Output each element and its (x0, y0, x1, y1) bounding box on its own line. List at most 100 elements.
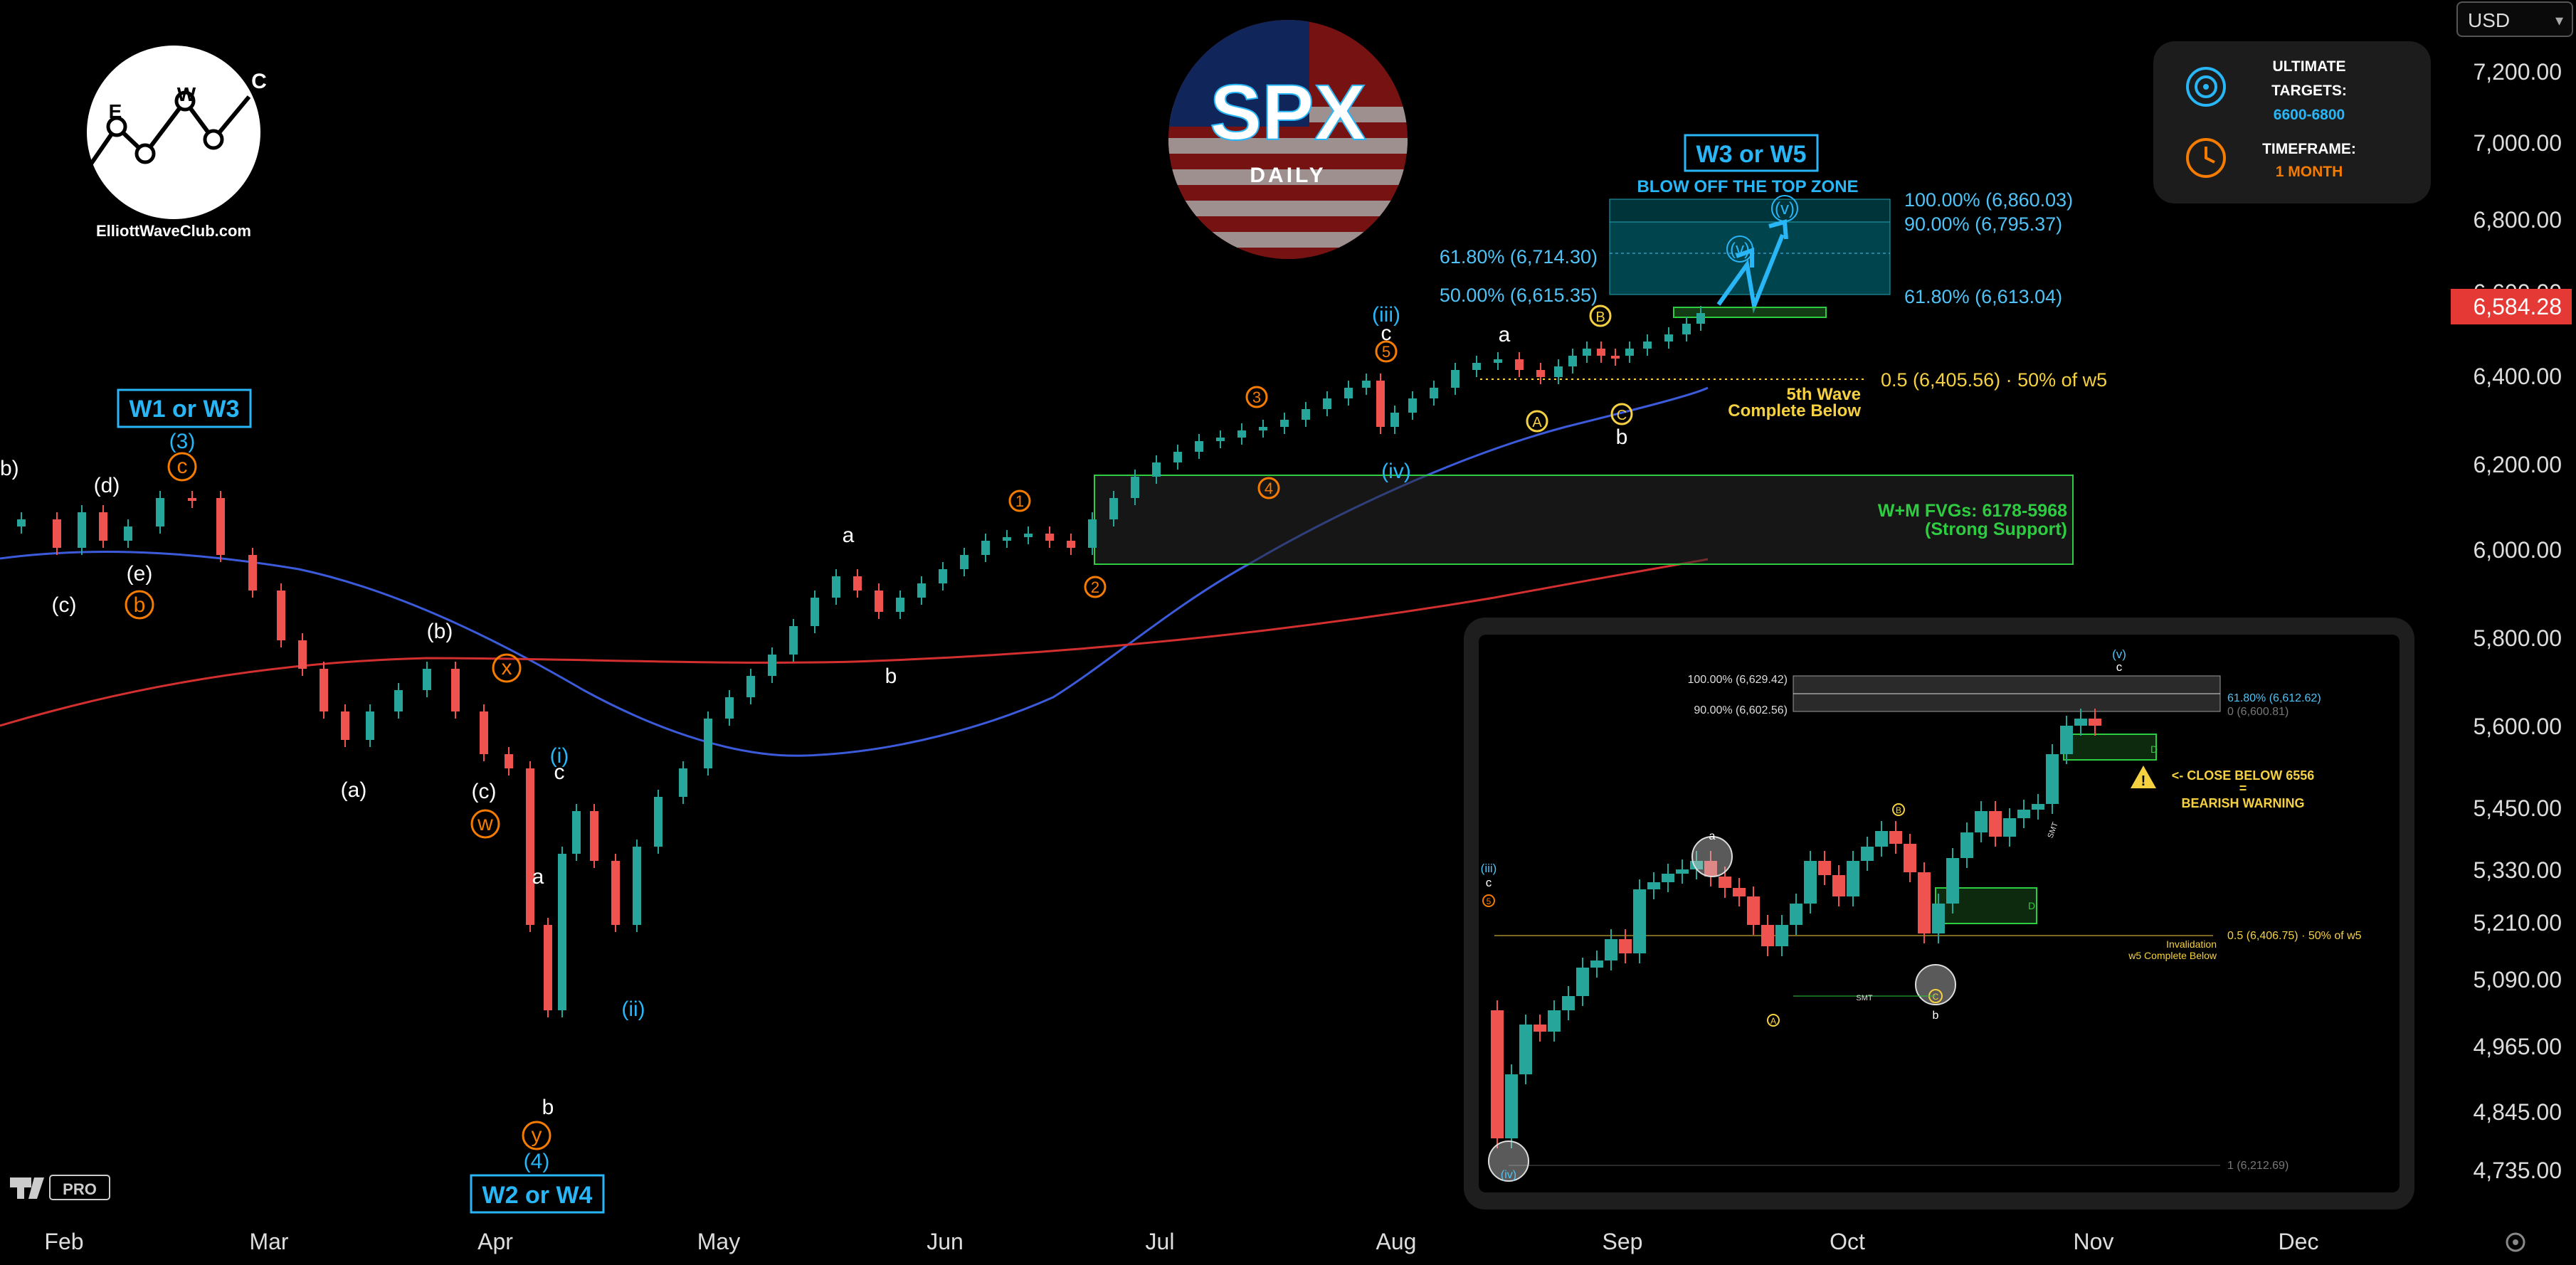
candle-body (981, 541, 990, 555)
candle-body (853, 576, 862, 591)
candle-body (654, 797, 663, 847)
inset-C: C (1933, 992, 1939, 1002)
inset-candle-body (1619, 939, 1632, 953)
fib-right-2: 90.00% (6,795.37) (1904, 213, 2062, 235)
price-tick: 5,600.00 (2473, 714, 2562, 739)
candle-body (394, 690, 403, 711)
inset-warning-1: <- CLOSE BELOW 6556 (2172, 768, 2315, 783)
inset-c-top: c (2116, 660, 2123, 674)
chevron-down-icon: ▾ (2555, 11, 2563, 29)
candle-body (480, 711, 488, 754)
wave-4: (4) (524, 1150, 550, 1173)
candle-body (1664, 334, 1673, 342)
inset-candle-body (1605, 939, 1617, 960)
price-axis[interactable]: 7,200.007,000.006,800.006,600.006,400.00… (2473, 59, 2562, 1183)
time-tick: Jun (927, 1229, 964, 1254)
inset-iii: (iii) (1481, 862, 1497, 875)
inset-half: 0.5 (6,406.75) · 50% of w5 (2227, 930, 2362, 942)
clock-icon (2186, 138, 2226, 178)
w3w5-box (1684, 134, 1819, 172)
inset-candle-body (1519, 1025, 1532, 1074)
candle-body (78, 512, 86, 548)
current-price-tag (2451, 289, 2572, 324)
ewc-logo: E W C ElliottWaveClub.com (86, 46, 267, 240)
candle-body (590, 811, 598, 861)
settings-icon[interactable] (2506, 1232, 2525, 1252)
inset-candle-body (1889, 831, 1902, 844)
candle-body (832, 576, 840, 598)
candle-body (1583, 349, 1591, 356)
fifth-wave-1: 5th Wave (1787, 385, 1861, 404)
inset-candle-body (1847, 861, 1859, 896)
logo-caption: ElliottWaveClub.com (96, 222, 251, 240)
price-tick: 7,000.00 (2473, 130, 2562, 156)
fib-right-3: 61.80% (6,613.04) (1904, 286, 2062, 307)
wave-5c-text: 5 (1382, 343, 1390, 361)
targets-card: ULTIMATE TARGETS: 6600-6800 TIMEFRAME: 1… (2153, 41, 2431, 203)
wave-e: (e) (127, 562, 153, 586)
wave-b-sep: b (1616, 425, 1628, 449)
spx-subtitle: DAILY (1250, 164, 1326, 187)
inset-candle-body (1505, 1074, 1518, 1138)
candle-body (451, 669, 460, 711)
wave-a-aug: a (1499, 323, 1511, 346)
wave-iii: (iii) (1372, 303, 1400, 327)
inset-candle-body (1633, 889, 1646, 953)
wave-a-paren: (a) (341, 778, 367, 802)
candle-body (1430, 388, 1438, 398)
logo-letter-w: W (177, 83, 196, 105)
time-tick: Aug (1376, 1229, 1417, 1254)
time-axis[interactable]: Feb Mar Apr May Jun Jul Aug Sep Oct Nov Dec (44, 1229, 2318, 1254)
inset-iv: (iv) (1501, 1169, 1516, 1181)
wave-w-circle (470, 809, 500, 839)
candle-body (1682, 324, 1691, 334)
candle-body (1554, 366, 1563, 377)
wave-c-small: c (554, 761, 565, 784)
inset-b: b (1933, 1010, 1939, 1022)
inset-candle-body (1875, 831, 1888, 847)
fib-left-1: 61.80% (6,714.30) (1440, 246, 1598, 268)
candle-body (1152, 462, 1161, 477)
wave-C-circle (1610, 403, 1633, 425)
inset-candle-body (2032, 804, 2044, 810)
candle-body (53, 519, 61, 548)
inset-one: 1 (6,212.69) (2227, 1160, 2289, 1172)
projection-arrow (1716, 233, 1785, 314)
candle-body (277, 591, 285, 640)
candle-body (960, 555, 968, 569)
candle-body (1003, 537, 1011, 541)
wave-3c-circle (1245, 386, 1268, 408)
inset-candles (1491, 709, 2101, 1148)
targets-title-1: ULTIMATE (2272, 58, 2345, 75)
candle-body (1109, 498, 1118, 519)
wave-c-circle-text: c (177, 455, 188, 478)
wave-c-aug: c (1381, 322, 1392, 345)
price-tick: 4,965.00 (2473, 1034, 2562, 1059)
wave-1-circle (1008, 489, 1031, 512)
inset-d2: D (2028, 900, 2035, 911)
inset-panel: 100.00% (6,629.42) 90.00% (6,602.56) 61.… (1464, 618, 2414, 1210)
inset-candle-body (2017, 810, 2030, 818)
w2w4-label: W2 or W4 (482, 1182, 593, 1209)
inset-candle-body (1491, 1010, 1504, 1138)
price-tick: 6,200.00 (2473, 452, 2562, 477)
ma-blue-line (0, 386, 1709, 757)
time-tick: Nov (2074, 1229, 2114, 1254)
price-tick: 5,090.00 (2473, 967, 2562, 993)
inset-A: A (1770, 1016, 1776, 1026)
inset-candle-body (1747, 896, 1760, 925)
inset-warning-2: = (2239, 781, 2247, 795)
inset-candle-body (1818, 861, 1831, 875)
currency-selector[interactable]: USD ▾ (2456, 1, 2573, 37)
inset-d-box-1 (2063, 734, 2157, 761)
inset-candle-body (1904, 844, 1916, 872)
inset-c-left: c (1486, 876, 1492, 889)
candle-body (558, 854, 566, 1010)
v-label-1: (v) (1730, 240, 1750, 259)
candle-body (939, 569, 947, 583)
inset-candle-body (1775, 925, 1788, 946)
price-tick: 6,400.00 (2473, 364, 2562, 389)
v-label-2: (v) (1775, 199, 1795, 218)
inset-candle-body (1590, 960, 1603, 968)
